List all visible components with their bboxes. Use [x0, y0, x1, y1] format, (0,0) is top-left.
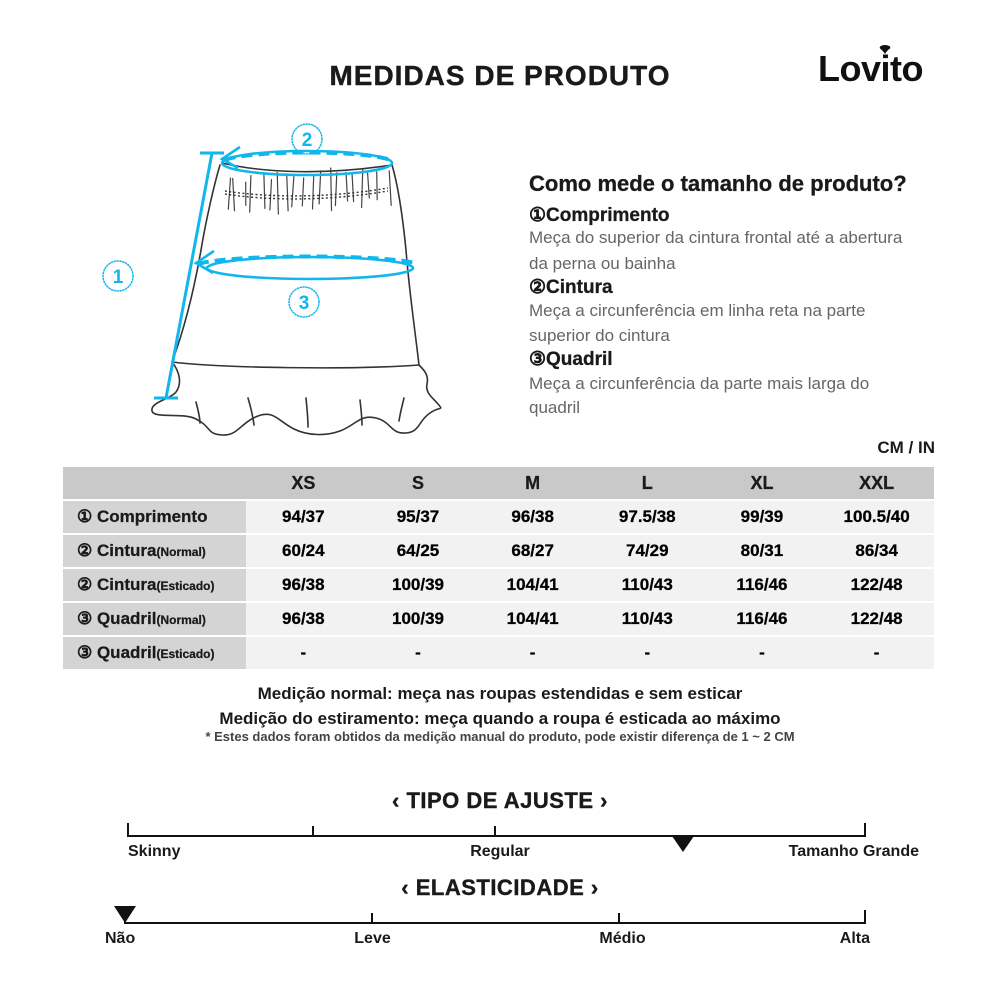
- svg-text:1: 1: [113, 267, 124, 288]
- svg-text:3: 3: [299, 293, 310, 314]
- svg-text:2: 2: [302, 130, 313, 151]
